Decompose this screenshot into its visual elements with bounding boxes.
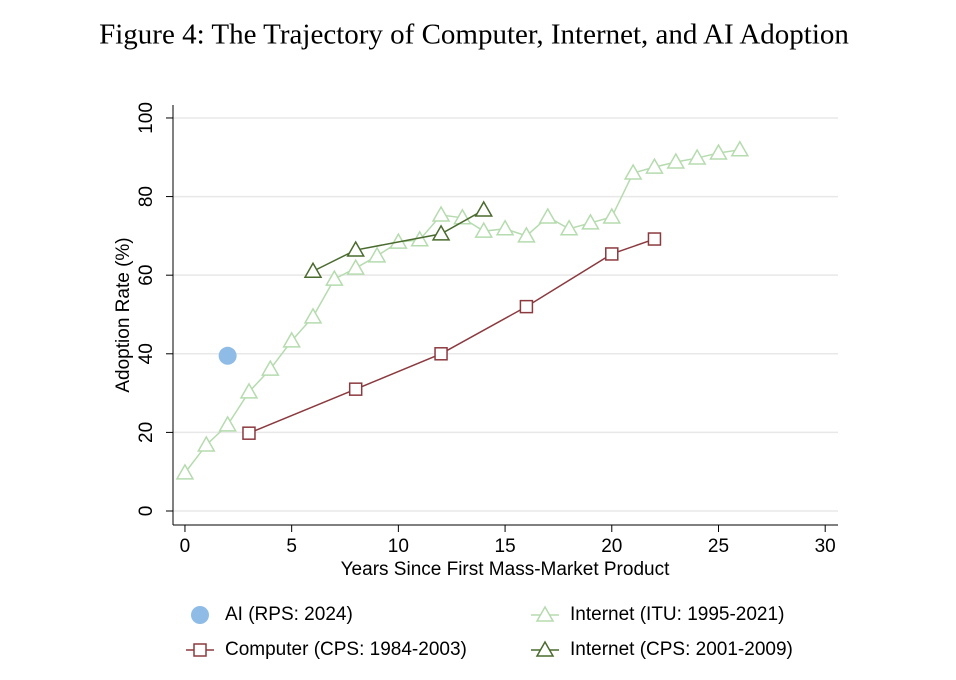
data-point <box>517 226 536 243</box>
legend-label: Internet (CPS: 2001-2009) <box>570 639 793 660</box>
legend-label: Computer (CPS: 1984-2003) <box>225 639 467 660</box>
y-axis-title: Adoption Rate (%) <box>113 237 134 392</box>
data-point <box>519 299 534 314</box>
data-point <box>559 219 579 236</box>
legend-marker <box>193 643 207 657</box>
data-point <box>346 258 365 275</box>
x-tick-label: 5 <box>286 536 297 557</box>
x-tick-label: 25 <box>708 536 729 557</box>
data-point <box>303 307 323 324</box>
data-point <box>325 269 344 286</box>
data-point <box>647 232 662 246</box>
data-point <box>431 224 451 241</box>
data-point <box>218 346 237 365</box>
data-point <box>348 382 363 396</box>
x-tick-label: 0 <box>180 536 191 557</box>
series-line <box>312 209 485 272</box>
series-line <box>248 238 655 434</box>
x-axis-title: Years Since First Mass-Market Product <box>341 559 670 580</box>
data-point <box>218 415 237 432</box>
data-point <box>197 435 216 452</box>
data-point <box>666 152 686 169</box>
legend-label: AI (RPS: 2024) <box>225 604 353 625</box>
data-point <box>474 200 494 217</box>
y-tick-label: 80 <box>136 186 157 207</box>
y-tick-label: 40 <box>136 343 157 364</box>
data-point <box>602 207 622 224</box>
legend-marker <box>535 605 555 622</box>
data-point <box>261 359 280 376</box>
data-point <box>303 261 323 279</box>
data-point <box>495 219 515 236</box>
y-tick-label: 20 <box>136 422 157 443</box>
y-tick-label: 100 <box>136 102 157 134</box>
data-point <box>346 240 365 257</box>
legend-marker <box>535 640 555 657</box>
data-point <box>623 163 643 180</box>
data-point <box>282 331 301 348</box>
data-point <box>687 148 707 165</box>
data-point <box>434 347 448 361</box>
data-point <box>605 247 619 261</box>
y-tick-label: 0 <box>136 506 157 517</box>
data-point <box>538 207 558 224</box>
legend-marker <box>191 606 209 624</box>
data-point <box>175 463 195 480</box>
legend-label: Internet (ITU: 1995-2021) <box>570 604 784 625</box>
x-tick-label: 15 <box>495 536 516 557</box>
data-point <box>242 426 256 440</box>
y-tick-label: 60 <box>136 265 157 286</box>
data-point <box>645 157 664 174</box>
series-line <box>184 149 740 474</box>
chart-title: Figure 4: The Trajectory of Computer, In… <box>99 19 849 51</box>
data-point <box>581 213 600 230</box>
x-tick-label: 10 <box>388 536 409 557</box>
data-point <box>730 140 750 157</box>
data-point <box>474 221 494 238</box>
x-tick-label: 30 <box>815 536 836 557</box>
data-point <box>431 205 451 222</box>
data-point <box>367 246 387 263</box>
data-point <box>709 143 728 160</box>
x-tick-label: 20 <box>601 536 622 557</box>
data-point <box>239 382 259 399</box>
